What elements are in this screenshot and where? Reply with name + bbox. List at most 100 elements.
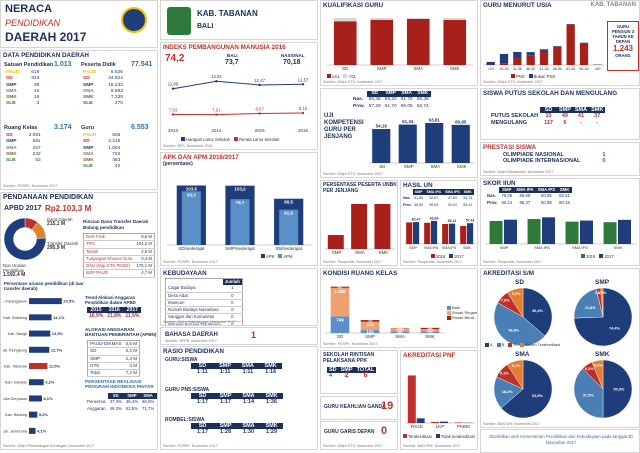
bar — [29, 411, 38, 418]
legend: 2016 2017 — [431, 253, 477, 259]
table-cell: Rumah Budaya Nusantara — [165, 306, 223, 315]
ipm: INDEKS PEMBANGUNAN MANUSIA 2016 74,2 BALI 7… — [160, 42, 318, 150]
table-header: SD SMP TOTAL — [327, 367, 377, 374]
table-header: SMP SMA IPA SMA IPS SMK — [485, 187, 572, 194]
chart-area: SD 54,19 SMP 61,34 SMA 63,81 SMK 60,85 — [367, 109, 477, 171]
legend-label: B — [501, 342, 505, 347]
data-label: 374 — [366, 323, 374, 328]
table-cell: SD — [83, 139, 90, 145]
x-tick-label: SMA IPA — [424, 246, 439, 250]
table-row: SMK 463 — [81, 158, 122, 164]
data-label: 21,8% — [585, 306, 596, 310]
panel-title: PERSENTASE PESERTA UNBK PER JENJANG — [323, 182, 397, 194]
bar — [327, 235, 344, 249]
table-cell: 1:16 — [265, 369, 277, 376]
x-tick-label: 2014 — [211, 128, 222, 133]
data-table: SD SMP SMA SMK 1:11 1:11 1:11 1:16 — [191, 363, 283, 376]
subtitle: (persentase) — [163, 161, 193, 167]
y-tick-label: Kab. Klungkung — [3, 348, 27, 352]
table-cell: 1:17 — [197, 399, 209, 406]
data-table: PAUD 619 SD 323 SMP 38 SMA 14 SMK 16 SLB 3 — [4, 70, 41, 108]
table-cell: OLIMPIADE INTERNASIONAL — [503, 158, 581, 165]
pensiun-label: GURU PENSIUN 3 TAHUN KE DEPAN — [611, 24, 635, 44]
table-row: Total 7,2 M — [87, 369, 140, 378]
bar — [443, 19, 467, 65]
bar — [398, 124, 417, 163]
legend: Terakreditasi Tidak terakreditasi — [403, 433, 477, 439]
legend-swatch — [508, 342, 513, 347]
pie-slice — [493, 302, 546, 347]
table-cell: SD — [83, 76, 90, 82]
table-head: SMA — [237, 393, 261, 400]
data-label: 13,3% — [52, 331, 64, 336]
chart-area: 36,4% 46,8% 7,8% 9,0% — [493, 287, 553, 347]
panel-title: GURU MENURUT USIA — [483, 2, 552, 9]
table-head: SMP — [214, 393, 238, 400]
table-cell: 2,6 M — [134, 248, 155, 256]
data-label: 63,6% — [532, 394, 543, 398]
table-cell: 80,16 — [559, 199, 570, 205]
data-table: SD SMP SMA SMK 1:17 1:28 1:30 1:29 — [191, 423, 284, 436]
table-row: Cagar Budaya 1 — [165, 285, 243, 293]
data-label: 9,2% — [45, 380, 55, 385]
table-cell: 49 — [561, 113, 568, 120]
bar — [603, 222, 617, 244]
legend-swatch — [343, 74, 348, 78]
pie-slice — [573, 288, 604, 319]
table-cell: Prov. — [403, 202, 412, 207]
y-tick-label: Kab. Buleleng — [3, 316, 27, 320]
bahasa-label: BAHASA DAERAH — [165, 332, 218, 338]
panel-title: APK DAN APM 2016/2017 — [163, 154, 239, 161]
table-head: SMK — [461, 189, 474, 196]
x-tick-label: 2013 — [168, 128, 179, 133]
pie-slice — [591, 359, 604, 390]
x-tick-label: SMP — [404, 164, 414, 169]
bar — [486, 61, 495, 65]
panel-title: PENDANAAN PENDIDIKAN — [3, 194, 94, 201]
table-head: SD — [540, 107, 557, 114]
x-tick-label: SMA IPA — [534, 245, 550, 250]
panel-title: SEKOLAH RINTISAN PELAKSANA PPK — [323, 352, 375, 364]
table-row: MENGULANG 117 6 - - — [489, 120, 605, 126]
table-head: SMA — [236, 363, 260, 370]
x-tick-label: SMK — [425, 334, 435, 339]
table-cell: 86,69 — [519, 193, 531, 199]
ipm-value: 74,2 — [165, 53, 185, 64]
table-cell: 1,3 M — [123, 355, 140, 363]
x-tick-label: SMP/sederajat — [225, 246, 255, 251]
table-header: SMP SMA IPA SMA IPS SMK — [402, 189, 474, 196]
legend-label: Baik — [452, 305, 460, 310]
table-row: OLIMPIADE NASIONAL 1 — [501, 152, 607, 158]
data-label: 5,2% — [39, 412, 49, 417]
line-chart: 2013 2014 2015 2016 11,89 13,04 12,47 12,57 7,93… — [168, 74, 309, 133]
source: Sumber: BAN PNF, November 2017 — [403, 444, 461, 448]
data-label: 12,57 — [298, 77, 309, 82]
x-tick-label: 31-35 — [513, 67, 522, 71]
legend-item: Bukan PNS — [528, 74, 555, 79]
table-cell: 175,1 M — [134, 262, 155, 271]
data-label: 103,2 — [234, 187, 246, 192]
data-label: 12 — [397, 326, 403, 331]
bar-chart: SD 54,19 SMP 61,34 SMA 63,81 SMK 60,85 — [369, 118, 475, 169]
bar — [360, 321, 380, 331]
bar — [370, 19, 394, 65]
chart-area: <24 25-30 31-35 36-40 41-45 46-50 51-55 56-60 >6… — [482, 11, 606, 73]
table-cell: SLB — [6, 101, 16, 107]
group-label: Satuan Pendidikan — [4, 62, 54, 68]
table-cell: 8.693 — [110, 88, 123, 94]
legend-item: B — [496, 341, 505, 348]
y-tick-label: Kab. Gianyar — [5, 381, 28, 385]
panel-title: DATA PENDIDIKAN DAERAH — [3, 52, 89, 59]
data-label: 52 — [337, 285, 343, 290]
panel-title: PRESTASI SISWA — [483, 144, 537, 151]
table-cell: 104,2 M — [134, 240, 155, 249]
legend-swatch — [234, 137, 238, 141]
table-row: SMA 227 — [4, 146, 43, 152]
table-head: 2016 — [105, 307, 124, 314]
pie-slice — [573, 287, 633, 347]
putus-sekolah: SISWA PUTUS SEKOLAH DAN MENGULANG SD SMP SM… — [480, 88, 640, 140]
table-row: Tunjangan Khusus Guru 0,4 M — [83, 255, 155, 264]
apk: APK DAN APM 2016/2017 (persentase) SD/sede… — [160, 152, 318, 266]
table-cell: Warisan Budaya Tak Benda — [165, 321, 223, 325]
